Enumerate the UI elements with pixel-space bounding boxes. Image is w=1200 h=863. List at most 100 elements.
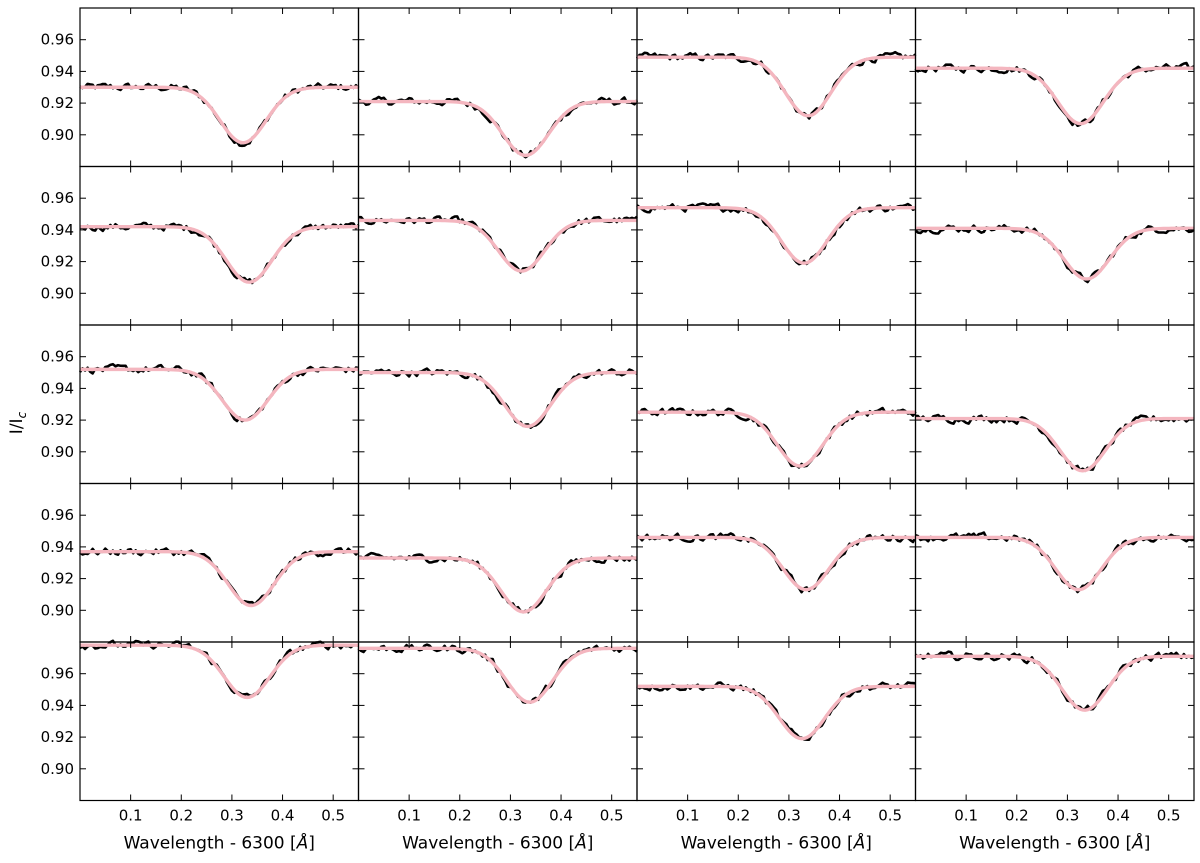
- x-axis-label: Wavelength - 6300 [Å]: [402, 832, 593, 854]
- fit-profile: [637, 684, 916, 741]
- x-tick-label: 0.5: [878, 807, 902, 825]
- y-tick-label: 0.94: [41, 221, 74, 239]
- y-tick-label: 0.96: [41, 506, 74, 524]
- panel-r4-c1: 0.1 0.2 0.3 0.4 0.5: [357, 641, 638, 825]
- fit-profile: [637, 535, 916, 592]
- x-tick-label: 0.1: [676, 807, 700, 825]
- x-tick-label: 0.3: [1055, 807, 1079, 825]
- x-tick-label: 0.4: [828, 807, 852, 825]
- x-tick-label: 0.5: [600, 807, 624, 825]
- panel-frame: [636, 165, 917, 326]
- y-tick-label: 0.96: [41, 348, 74, 366]
- fit-profile: [915, 416, 1194, 473]
- y-tick-label: 0.96: [41, 665, 74, 683]
- observed-profile: [357, 643, 638, 704]
- y-tick-label: 0.92: [41, 411, 74, 429]
- x-tick-label: 0.1: [397, 807, 421, 825]
- fit-profile: [80, 367, 359, 422]
- panel-r4-c0: 0.90 0.92 0.94 0.96 0.1 0.2 0.3 0.4 0.5: [41, 639, 360, 825]
- panel-frame: [914, 7, 1195, 168]
- y-axis-label: I/Ic: [7, 411, 29, 434]
- panel-r0-c3: [914, 7, 1195, 168]
- observed-profile: [636, 532, 917, 594]
- fit-profile: [358, 556, 637, 614]
- panel-r2-c2: [636, 324, 917, 485]
- y-tick-label: 0.94: [41, 62, 74, 80]
- y-tick-label: 0.90: [41, 284, 74, 302]
- y-tick-label: 0.92: [41, 253, 74, 271]
- y-tick-label: 0.92: [41, 728, 74, 746]
- x-tick-label: 0.5: [321, 807, 345, 825]
- x-tick-label: 0.5: [1157, 807, 1181, 825]
- y-tick-label: 0.94: [41, 696, 74, 714]
- y-axis-label-subscript: c: [15, 411, 29, 418]
- panel-r3-c2: [636, 482, 917, 643]
- observed-profile: [78, 362, 359, 423]
- fit-profile: [80, 85, 359, 145]
- observed-profile: [358, 215, 638, 274]
- panel-r4-c2: 0.1 0.2 0.3 0.4 0.5: [636, 641, 917, 825]
- observed-profile: [915, 531, 1195, 594]
- observed-profile: [914, 223, 1195, 284]
- panel-r0-c0: 0.90 0.92 0.94 0.96: [41, 7, 360, 168]
- panel-frame: [357, 324, 638, 485]
- y-tick-label: 0.90: [41, 443, 74, 461]
- x-tick-label: 0.2: [169, 807, 193, 825]
- observed-profile: [914, 61, 1195, 128]
- observed-profile: [358, 551, 638, 614]
- fit-profile: [80, 643, 359, 700]
- x-tick-label: 0.4: [549, 807, 573, 825]
- x-tick-label: 0.2: [726, 807, 750, 825]
- panel-r0-c1: [357, 7, 639, 168]
- panel-frame: [636, 7, 917, 168]
- panel-frame: [636, 324, 917, 485]
- panel-frame: [79, 324, 360, 485]
- fit-profile: [358, 218, 637, 273]
- panel-r2-c0: 0.90 0.92 0.94 0.96: [41, 324, 360, 485]
- y-tick-label: 0.90: [41, 126, 74, 144]
- panel-frame: [914, 641, 1195, 802]
- y-tick-label: 0.96: [41, 189, 74, 207]
- panel-frame: [914, 324, 1195, 485]
- x-tick-label: 0.3: [220, 807, 244, 825]
- fit-profile: [637, 410, 916, 468]
- y-tick-label: 0.90: [41, 760, 74, 778]
- panel-r1-c0: 0.90 0.92 0.94 0.96: [41, 165, 360, 326]
- panel-frame: [357, 7, 638, 168]
- fit-profile: [358, 99, 637, 158]
- x-axis-label: Wavelength - 6300 [Å]: [681, 832, 872, 854]
- panel-frame: [79, 482, 360, 643]
- panel-frame: [357, 641, 638, 802]
- x-tick-label: 0.4: [1106, 807, 1130, 825]
- y-tick-label: 0.92: [41, 94, 74, 112]
- fit-profile: [80, 549, 359, 608]
- fit-profile: [915, 66, 1194, 126]
- y-tick-label: 0.90: [41, 601, 74, 619]
- fit-profile: [80, 225, 359, 284]
- panel-grid: 0.90 0.92 0.94 0.96 0.90 0.92 0.94 0.96 0.90 0.92…: [41, 7, 1195, 825]
- panel-r1-c1: [357, 165, 638, 326]
- panel-frame: [79, 165, 360, 326]
- y-tick-label: 0.92: [41, 570, 74, 588]
- fit-profile: [915, 654, 1194, 712]
- observed-profile: [636, 406, 917, 469]
- x-tick-label: 0.4: [271, 807, 295, 825]
- panel-r2-c3: [914, 324, 1195, 485]
- panel-frame: [636, 641, 917, 802]
- panel-r0-c2: [635, 7, 917, 168]
- y-tick-label: 0.96: [41, 31, 74, 49]
- panel-frame: [79, 641, 360, 802]
- fit-profile: [637, 206, 916, 265]
- panel-r4-c3: 0.1 0.2 0.3 0.4 0.5: [914, 641, 1195, 825]
- observed-profile: [79, 82, 360, 148]
- y-tick-label: 0.94: [41, 379, 74, 397]
- fit-profile: [358, 646, 637, 704]
- x-tick-label: 0.3: [498, 807, 522, 825]
- panel-frame: [914, 482, 1195, 643]
- y-tick-label: 0.94: [41, 538, 74, 556]
- panel-r3-c3: [914, 482, 1195, 643]
- panel-frame: [357, 165, 638, 326]
- panel-frame: [357, 482, 638, 643]
- fit-profile: [915, 535, 1194, 592]
